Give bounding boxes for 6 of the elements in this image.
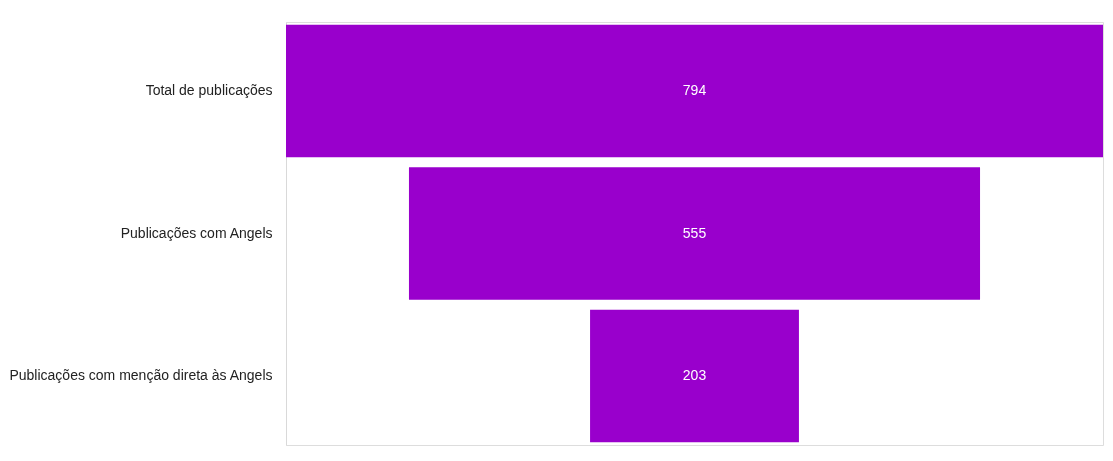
category-label: Total de publicações xyxy=(145,82,273,99)
data-label: 203 xyxy=(682,366,707,383)
data-label: 555 xyxy=(682,224,707,241)
category-label: Publicações com Angels xyxy=(120,224,273,241)
data-label: 794 xyxy=(682,82,707,99)
category-label: Publicações com menção direta às Angels xyxy=(9,366,273,383)
